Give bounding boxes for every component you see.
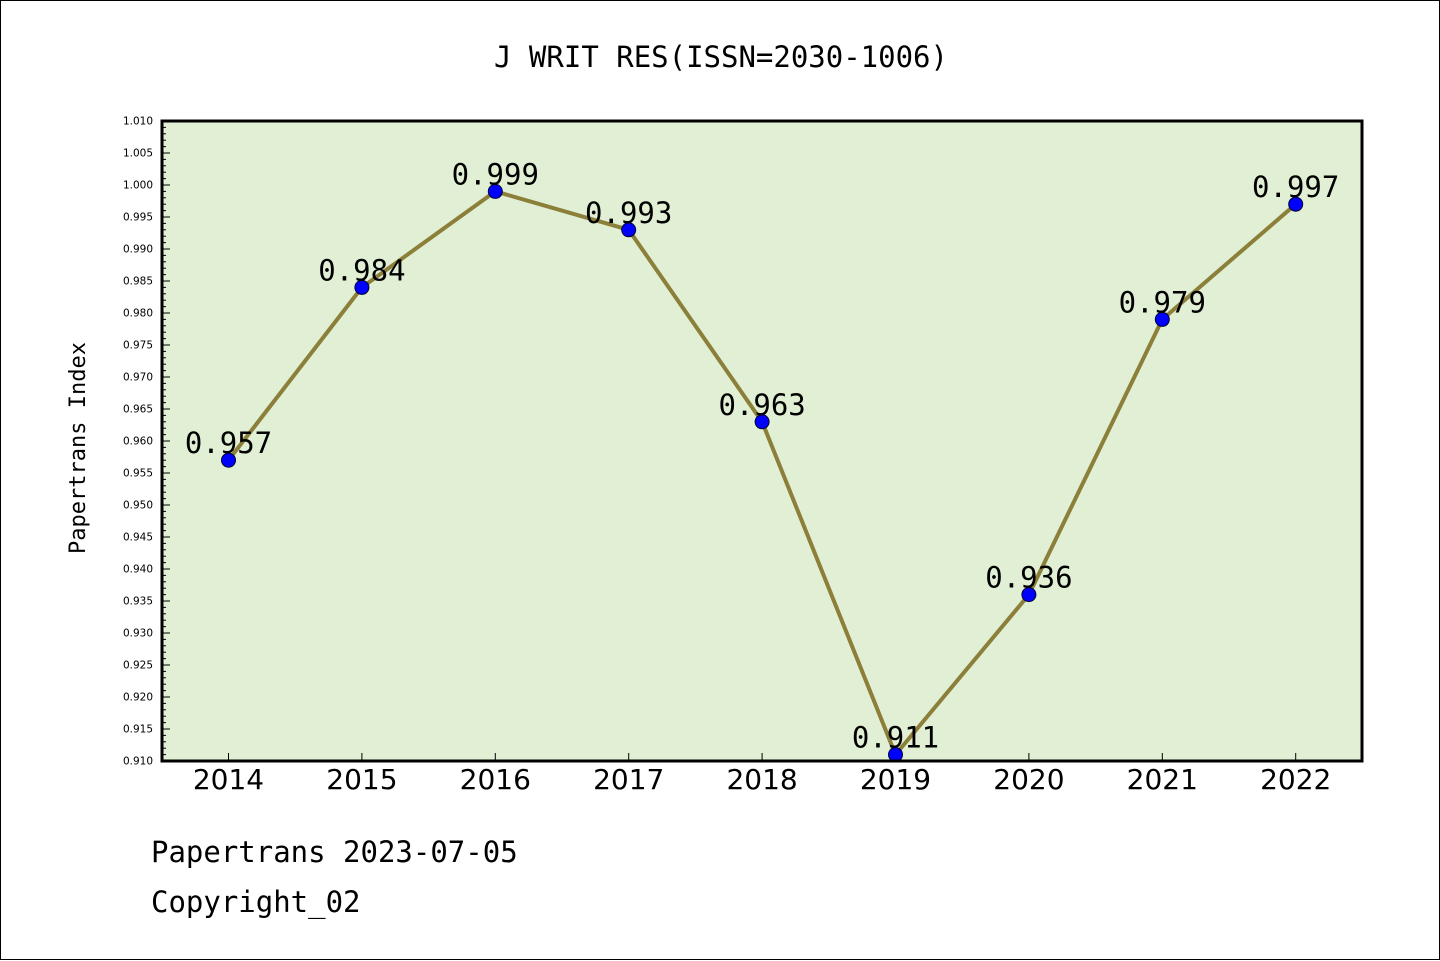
x-tick-label: 2015 bbox=[326, 763, 397, 796]
y-tick-label: 0.995 bbox=[123, 212, 153, 224]
chart-title: J WRIT RES(ISSN=2030-1006) bbox=[494, 40, 948, 74]
plot-area bbox=[162, 121, 1362, 761]
x-tick-label: 2018 bbox=[726, 763, 797, 796]
data-point bbox=[754, 414, 770, 430]
x-tick-label: 2019 bbox=[860, 763, 931, 796]
y-tick-label: 0.970 bbox=[123, 372, 153, 384]
y-tick-label: 1.000 bbox=[123, 180, 153, 192]
y-tick-label: 0.980 bbox=[123, 308, 153, 320]
data-label: 0.999 bbox=[452, 157, 539, 191]
y-tick-label: 0.925 bbox=[123, 660, 153, 672]
x-tick-label: 2020 bbox=[993, 763, 1064, 796]
y-tick-label: 0.960 bbox=[123, 436, 153, 448]
y-tick-label: 1.005 bbox=[123, 148, 153, 160]
x-tick-label: 2017 bbox=[593, 763, 664, 796]
plot-border bbox=[160, 119, 1364, 763]
y-tick-label: 0.930 bbox=[123, 628, 153, 640]
data-label: 0.911 bbox=[852, 721, 939, 755]
x-tick-label: 2021 bbox=[1127, 763, 1198, 796]
footer-date: Papertrans 2023-07-05 bbox=[151, 835, 518, 869]
y-tick-label: 0.920 bbox=[123, 692, 153, 704]
y-tick-label: 0.950 bbox=[123, 500, 153, 512]
y-tick-label: 0.955 bbox=[123, 468, 153, 480]
data-point bbox=[621, 222, 637, 238]
y-tick-label: 1.010 bbox=[123, 116, 153, 128]
y-tick-label: 0.945 bbox=[123, 532, 153, 544]
data-point bbox=[487, 183, 503, 199]
data-label: 0.963 bbox=[718, 388, 805, 422]
y-tick-label: 0.990 bbox=[123, 244, 153, 256]
x-tick-label: 2016 bbox=[460, 763, 531, 796]
data-label: 0.936 bbox=[985, 561, 1072, 595]
y-tick-label: 0.975 bbox=[123, 340, 153, 352]
data-label: 0.993 bbox=[585, 196, 672, 230]
y-tick-label: 0.965 bbox=[123, 404, 153, 416]
data-label: 0.979 bbox=[1119, 285, 1206, 319]
series-line-group: 0.957 0.984 0.999 0.993 0.963 0.911 0.936 0.979… bbox=[185, 157, 1339, 763]
y-tick-label: 0.915 bbox=[123, 724, 153, 736]
footer-copyright: Copyright_02 bbox=[151, 885, 361, 919]
x-tick-label: 2014 bbox=[193, 763, 264, 796]
y-axis-label: Papertrans Index bbox=[66, 342, 91, 554]
data-label: 0.984 bbox=[318, 253, 405, 287]
data-point bbox=[1288, 196, 1304, 212]
data-label: 0.957 bbox=[185, 426, 272, 460]
x-tick-label: 2022 bbox=[1260, 763, 1331, 796]
data-point bbox=[1021, 587, 1037, 603]
y-tick-label: 0.940 bbox=[123, 564, 153, 576]
data-point bbox=[354, 279, 370, 295]
y-tick-label: 0.910 bbox=[123, 756, 153, 768]
data-point bbox=[221, 452, 236, 468]
x-axis: 2014 2015 2016 2017 2018 2019 2020 2021 2022 bbox=[193, 753, 1331, 796]
data-label: 0.997 bbox=[1252, 170, 1339, 204]
y-tick-label: 0.935 bbox=[123, 596, 153, 608]
data-point bbox=[1154, 311, 1170, 327]
y-tick-label: 0.985 bbox=[123, 276, 153, 288]
